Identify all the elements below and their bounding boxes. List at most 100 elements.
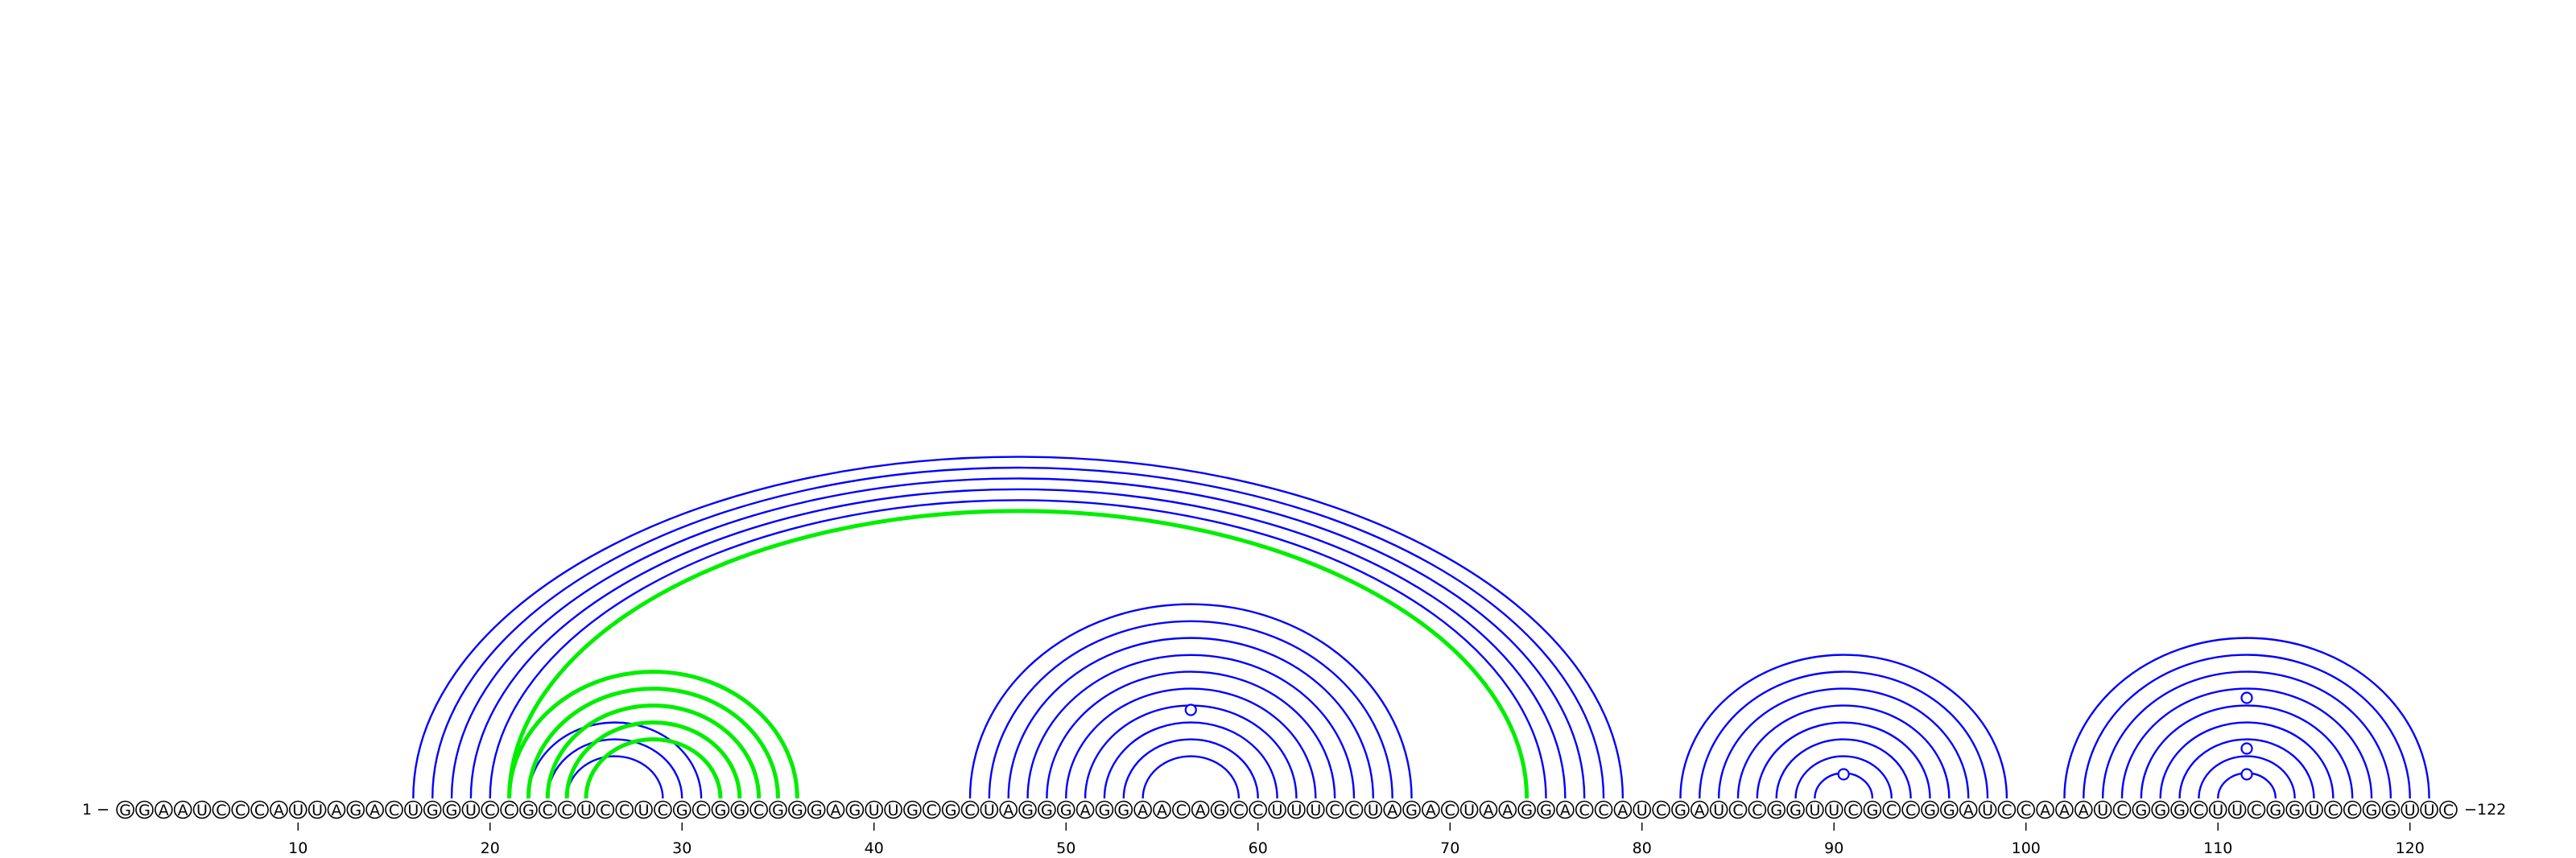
base-circle bbox=[1364, 800, 1383, 819]
base-circle bbox=[1806, 800, 1824, 819]
base-letter: A bbox=[178, 802, 188, 819]
blue-pair-arc bbox=[1141, 755, 1241, 799]
base-letter: G bbox=[1867, 802, 1879, 819]
blue-pair-arc bbox=[2178, 738, 2315, 799]
base-circle bbox=[1556, 800, 1575, 819]
axis-tick-label: 80 bbox=[1633, 839, 1652, 857]
base-circle bbox=[2362, 800, 2381, 819]
base-letter: C bbox=[1732, 802, 1743, 819]
base-letter: C bbox=[658, 802, 668, 819]
base-circle bbox=[2036, 800, 2054, 819]
base-circle bbox=[1038, 800, 1056, 819]
base-circle bbox=[288, 800, 308, 819]
base-letter: U bbox=[1713, 802, 1724, 819]
base-circle bbox=[2285, 800, 2304, 819]
base-circle bbox=[2305, 800, 2323, 819]
base-circle bbox=[1594, 800, 1613, 819]
base-circle bbox=[270, 800, 288, 819]
base-circle bbox=[1153, 800, 1171, 819]
base-letter: C bbox=[2116, 802, 2127, 819]
base-letter: G bbox=[2366, 802, 2378, 819]
base-circle bbox=[385, 800, 403, 819]
loop-marker bbox=[2240, 768, 2253, 781]
base-circle bbox=[903, 800, 922, 819]
base-circle bbox=[960, 800, 980, 819]
base-circle bbox=[1459, 800, 1479, 819]
base-circle bbox=[1133, 800, 1152, 819]
base-circle bbox=[461, 800, 481, 819]
base-circle bbox=[923, 800, 941, 819]
green-pair-arc bbox=[564, 720, 742, 799]
base-circle bbox=[250, 800, 269, 819]
base-letter: G bbox=[1099, 802, 1111, 819]
base-letter: C bbox=[485, 802, 495, 819]
base-circle bbox=[2055, 800, 2074, 819]
base-letter: C bbox=[2021, 802, 2031, 819]
base-letter: A bbox=[1695, 802, 1705, 819]
base-letter: C bbox=[1752, 802, 1762, 819]
base-letter: C bbox=[696, 802, 706, 819]
base-circle bbox=[1344, 800, 1364, 819]
blue-pair-arc bbox=[1065, 687, 1317, 799]
base-circle bbox=[1172, 800, 1191, 819]
base-letter: U bbox=[407, 802, 419, 819]
base-circle bbox=[2132, 800, 2151, 819]
base-letter: G bbox=[1943, 802, 1955, 819]
blue-pair-arc bbox=[1007, 637, 1375, 799]
base-letter: G bbox=[811, 802, 823, 819]
base-circle bbox=[1422, 800, 1440, 819]
base-circle bbox=[423, 800, 442, 819]
base-letter: C bbox=[1176, 802, 1187, 819]
base-letter: G bbox=[791, 802, 803, 819]
base-letter: G bbox=[1406, 802, 1418, 819]
blue-pair-arc bbox=[968, 603, 1413, 799]
base-letter: C bbox=[753, 802, 764, 819]
base-circle bbox=[1307, 800, 1325, 819]
blue-pair-arc bbox=[565, 755, 664, 799]
axis-tick-label: 110 bbox=[2203, 839, 2232, 857]
base-letter: A bbox=[159, 802, 169, 819]
base-circle bbox=[1210, 800, 1229, 819]
base-circle bbox=[769, 800, 787, 819]
base-letter: A bbox=[1003, 802, 1013, 819]
base-circle bbox=[1613, 800, 1633, 819]
base-letter: A bbox=[1137, 802, 1148, 819]
blue-pair-arc bbox=[1679, 654, 2008, 799]
base-circle bbox=[634, 800, 653, 819]
base-circle bbox=[807, 800, 826, 819]
blue-pair-arc bbox=[1756, 721, 1931, 799]
base-circle bbox=[1690, 800, 1709, 819]
base-letter: G bbox=[2289, 802, 2301, 819]
base-circle bbox=[1863, 800, 1882, 819]
base-circle bbox=[1940, 800, 1959, 819]
base-letter: C bbox=[562, 802, 572, 819]
base-circle bbox=[1767, 800, 1785, 819]
base-letter: C bbox=[235, 802, 246, 819]
base-letter: U bbox=[312, 802, 323, 819]
base-circle bbox=[2343, 800, 2362, 819]
base-circle bbox=[481, 800, 500, 819]
base-circle bbox=[2017, 800, 2036, 819]
base-circle bbox=[1824, 800, 1843, 819]
base-letter: C bbox=[927, 802, 937, 819]
base-letter: A bbox=[1426, 802, 1436, 819]
axis-tick-label: 10 bbox=[288, 839, 308, 857]
base-letter: G bbox=[1540, 802, 1552, 819]
base-circle bbox=[2151, 800, 2169, 819]
base-letter: C bbox=[1886, 802, 1897, 819]
base-circle bbox=[212, 800, 231, 819]
blue-pair-arc bbox=[1794, 755, 1893, 799]
base-letter: G bbox=[1924, 802, 1936, 819]
base-circle bbox=[308, 800, 327, 819]
base-circle bbox=[1921, 800, 1939, 819]
green-pair-arc bbox=[507, 670, 799, 799]
base-letter: U bbox=[2231, 802, 2243, 819]
blue-pair-arc bbox=[1736, 704, 1951, 799]
axis-tick-label: 70 bbox=[1440, 839, 1459, 857]
base-letter: A bbox=[2040, 802, 2050, 819]
base-circle bbox=[173, 800, 192, 819]
blue-pair-arc bbox=[450, 477, 1586, 799]
base-circle bbox=[691, 800, 711, 819]
blue-pair-arc bbox=[1775, 738, 1912, 799]
